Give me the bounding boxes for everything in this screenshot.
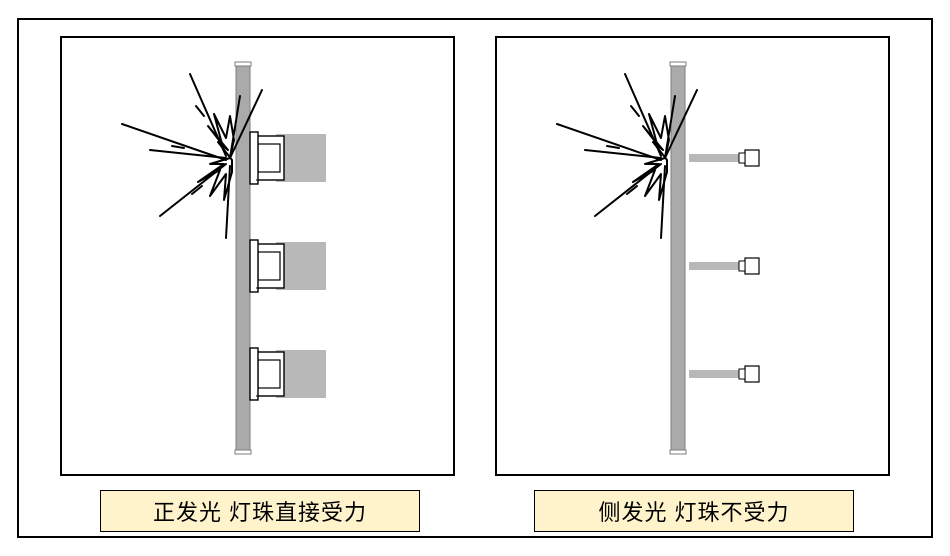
caption-right-label: 侧发光 灯珠不受力 [598,495,789,527]
panel-front-emitting [60,36,455,476]
panel-side-emitting [495,36,890,476]
panel-side-emitting-svg [497,38,892,478]
caption-right: 侧发光 灯珠不受力 [534,490,854,532]
panel-front-emitting-svg [62,38,457,478]
caption-left-label: 正发光 灯珠直接受力 [153,495,367,527]
caption-left: 正发光 灯珠直接受力 [100,490,420,532]
